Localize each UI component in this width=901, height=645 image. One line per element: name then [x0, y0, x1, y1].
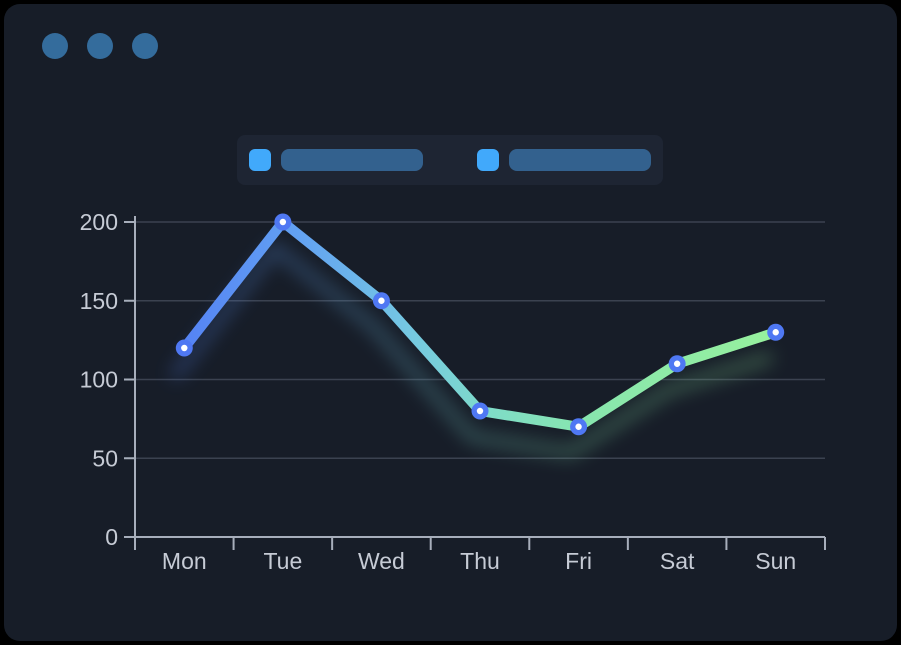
data-point-center-dot: [378, 297, 385, 304]
y-axis-tick-label: 0: [105, 524, 118, 550]
y-axis-tick-label: 200: [80, 209, 118, 235]
x-axis-labels: Mon Tue Wed Thu Fri Sat Sun: [162, 548, 796, 574]
data-point-center-dot: [181, 344, 188, 352]
data-point-Sat[interactable]: [668, 355, 686, 373]
app-window: 0 50 100 150 200 Mon Tue Wed Thu Fri Sat Sun: [4, 4, 897, 641]
x-axis-label: Fri: [565, 548, 592, 574]
data-point-center-dot: [673, 360, 681, 367]
series-line-glow: [170, 242, 774, 459]
window-control-dot[interactable]: [87, 33, 113, 59]
legend-label-placeholder: [281, 149, 423, 171]
legend-swatch-icon: [477, 149, 499, 171]
data-point-Mon[interactable]: [175, 339, 193, 357]
y-axis-labels: 0 50 100 150 200: [80, 209, 118, 550]
data-point-Wed[interactable]: [372, 292, 390, 310]
x-axis-label: Sun: [755, 548, 796, 574]
data-point-center-dot: [279, 218, 287, 226]
data-point-Tue[interactable]: [274, 213, 292, 231]
gridlines: [135, 221, 825, 459]
data-point-center-dot: [476, 407, 484, 415]
x-axis-label: Thu: [460, 548, 500, 574]
data-point-Thu[interactable]: [471, 402, 489, 420]
data-point-center-dot: [575, 423, 582, 430]
legend-item[interactable]: [249, 149, 423, 171]
x-axis-label: Mon: [162, 548, 207, 574]
window-control-dot[interactable]: [132, 33, 158, 59]
data-point-Fri[interactable]: [570, 418, 588, 436]
y-axis-tick-label: 150: [80, 288, 118, 314]
x-axis-label: Wed: [358, 548, 405, 574]
data-point-center-dot: [772, 329, 779, 336]
legend-label-placeholder: [509, 149, 651, 171]
legend-swatch-icon: [249, 149, 271, 171]
axes: [124, 216, 826, 550]
y-axis-tick-label: 50: [92, 445, 118, 471]
x-axis-label: Tue: [263, 548, 302, 574]
data-point-markers: [175, 213, 785, 436]
weekly-line-chart: 0 50 100 150 200 Mon Tue Wed Thu Fri Sat Sun: [80, 209, 826, 574]
x-axis-label: Sat: [660, 548, 695, 574]
y-axis-tick-label: 100: [80, 367, 118, 393]
chart-legend: [237, 135, 663, 185]
window-controls: [42, 33, 158, 59]
window-control-dot[interactable]: [42, 33, 68, 59]
data-point-Sun[interactable]: [767, 323, 785, 341]
legend-item[interactable]: [477, 149, 651, 171]
